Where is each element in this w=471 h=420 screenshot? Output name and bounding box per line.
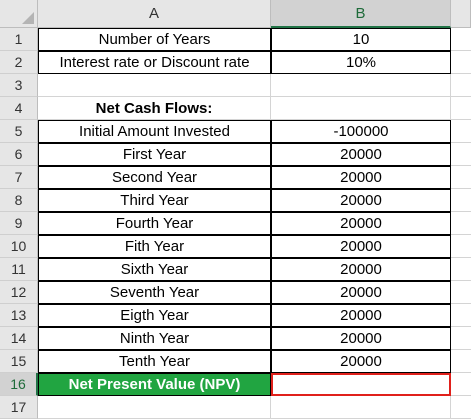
sheet-row-10: 10 Fith Year 20000 (0, 235, 471, 258)
row-number[interactable]: 16 (0, 373, 38, 396)
cell-c13[interactable] (451, 304, 471, 327)
sheet-row-3: 3 (0, 74, 471, 97)
cell-a5[interactable]: Initial Amount Invested (38, 120, 271, 143)
cell-a3[interactable] (38, 74, 271, 97)
column-header-b[interactable]: B (271, 0, 451, 28)
cell-c5[interactable] (451, 120, 471, 143)
cell-b9[interactable]: 20000 (271, 212, 451, 235)
sheet-row-2: 2 Interest rate or Discount rate 10% (0, 51, 471, 74)
cell-c8[interactable] (451, 189, 471, 212)
sheet-row-16: 16 Net Present Value (NPV) (0, 373, 471, 396)
cell-b10[interactable]: 20000 (271, 235, 451, 258)
cell-a6[interactable]: First Year (38, 143, 271, 166)
row-number[interactable]: 15 (0, 350, 38, 373)
cell-b12[interactable]: 20000 (271, 281, 451, 304)
cell-c9[interactable] (451, 212, 471, 235)
sheet-row-9: 9 Fourth Year 20000 (0, 212, 471, 235)
row-number[interactable]: 4 (0, 97, 38, 120)
sheet-row-7: 7 Second Year 20000 (0, 166, 471, 189)
cell-c6[interactable] (451, 143, 471, 166)
row-number[interactable]: 11 (0, 258, 38, 281)
cell-c14[interactable] (451, 327, 471, 350)
cell-c17[interactable] (451, 396, 471, 419)
sheet-row-17: 17 (0, 396, 471, 419)
cell-b1[interactable]: 10 (271, 28, 451, 51)
cell-c1[interactable] (451, 28, 471, 51)
column-header-row: A B (0, 0, 471, 28)
sheet-row-4: 4 Net Cash Flows: (0, 97, 471, 120)
cell-a4[interactable]: Net Cash Flows: (38, 97, 271, 120)
npv-label-cell[interactable]: Net Present Value (NPV) (38, 373, 271, 396)
cell-a9[interactable]: Fourth Year (38, 212, 271, 235)
row-number[interactable]: 3 (0, 74, 38, 97)
sheet-row-8: 8 Third Year 20000 (0, 189, 471, 212)
column-header-a[interactable]: A (38, 0, 271, 28)
cell-c4[interactable] (451, 97, 471, 120)
row-number[interactable]: 17 (0, 396, 38, 419)
sheet-row-12: 12 Seventh Year 20000 (0, 281, 471, 304)
row-number[interactable]: 6 (0, 143, 38, 166)
cell-a1[interactable]: Number of Years (38, 28, 271, 51)
cell-a15[interactable]: Tenth Year (38, 350, 271, 373)
npv-value-cell-selected[interactable] (271, 373, 451, 396)
cell-b5[interactable]: -100000 (271, 120, 451, 143)
row-number[interactable]: 12 (0, 281, 38, 304)
column-header-c[interactable] (451, 0, 471, 28)
select-all-icon (22, 12, 34, 24)
cell-b14[interactable]: 20000 (271, 327, 451, 350)
cell-a13[interactable]: Eigth Year (38, 304, 271, 327)
sheet-row-6: 6 First Year 20000 (0, 143, 471, 166)
cell-b6[interactable]: 20000 (271, 143, 451, 166)
cell-c11[interactable] (451, 258, 471, 281)
cell-b3[interactable] (271, 74, 451, 97)
cell-c2[interactable] (451, 51, 471, 74)
cell-a17[interactable] (38, 396, 271, 419)
row-number[interactable]: 9 (0, 212, 38, 235)
cell-a8[interactable]: Third Year (38, 189, 271, 212)
row-number[interactable]: 14 (0, 327, 38, 350)
row-number[interactable]: 5 (0, 120, 38, 143)
cell-a10[interactable]: Fith Year (38, 235, 271, 258)
sheet-row-5: 5 Initial Amount Invested -100000 (0, 120, 471, 143)
cell-c3[interactable] (451, 74, 471, 97)
row-number[interactable]: 2 (0, 51, 38, 74)
cell-b2[interactable]: 10% (271, 51, 451, 74)
row-number[interactable]: 7 (0, 166, 38, 189)
cell-b7[interactable]: 20000 (271, 166, 451, 189)
select-all-corner[interactable] (0, 0, 38, 28)
row-number[interactable]: 10 (0, 235, 38, 258)
sheet-row-11: 11 Sixth Year 20000 (0, 258, 471, 281)
sheet-row-13: 13 Eigth Year 20000 (0, 304, 471, 327)
cell-b8[interactable]: 20000 (271, 189, 451, 212)
cell-a14[interactable]: Ninth Year (38, 327, 271, 350)
cell-a12[interactable]: Seventh Year (38, 281, 271, 304)
cell-c7[interactable] (451, 166, 471, 189)
cell-a11[interactable]: Sixth Year (38, 258, 271, 281)
sheet-row-1: 1 Number of Years 10 (0, 28, 471, 51)
cell-b11[interactable]: 20000 (271, 258, 451, 281)
cell-c10[interactable] (451, 235, 471, 258)
cell-b15[interactable]: 20000 (271, 350, 451, 373)
row-number[interactable]: 8 (0, 189, 38, 212)
row-number[interactable]: 1 (0, 28, 38, 51)
row-number[interactable]: 13 (0, 304, 38, 327)
cell-c15[interactable] (451, 350, 471, 373)
cell-c16[interactable] (451, 373, 471, 396)
cell-b17[interactable] (271, 396, 451, 419)
cell-c12[interactable] (451, 281, 471, 304)
cell-b4[interactable] (271, 97, 451, 120)
cell-b13[interactable]: 20000 (271, 304, 451, 327)
sheet-row-14: 14 Ninth Year 20000 (0, 327, 471, 350)
sheet-row-15: 15 Tenth Year 20000 (0, 350, 471, 373)
cell-a7[interactable]: Second Year (38, 166, 271, 189)
cell-a2[interactable]: Interest rate or Discount rate (38, 51, 271, 74)
